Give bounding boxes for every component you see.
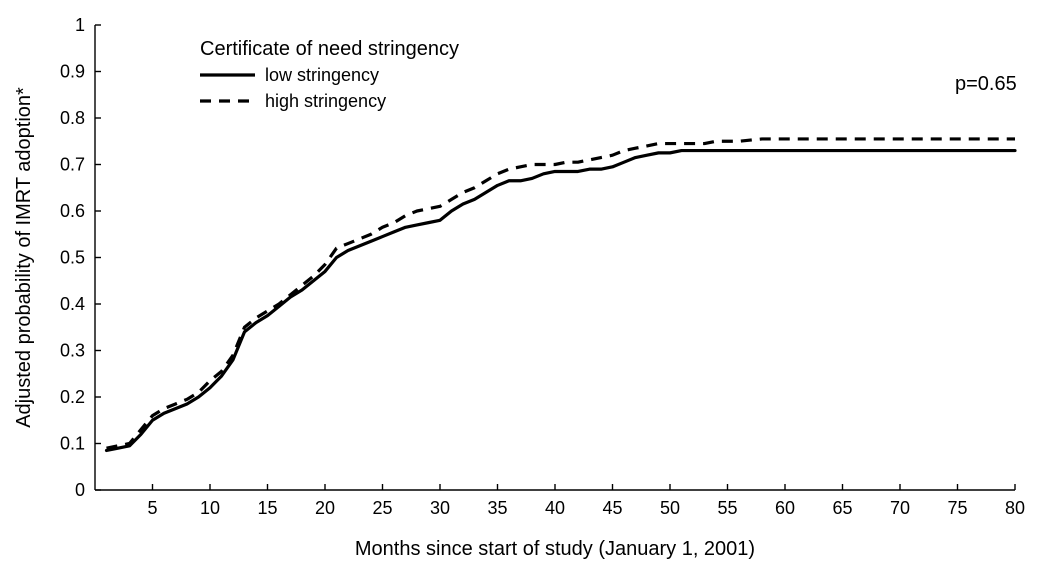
x-tick-label: 55 xyxy=(717,498,737,518)
x-tick-label: 65 xyxy=(832,498,852,518)
line-chart: 00.10.20.30.40.50.60.70.80.9151015202530… xyxy=(0,0,1050,585)
x-tick-label: 30 xyxy=(430,498,450,518)
p-value-annotation: p=0.65 xyxy=(955,73,1017,95)
y-tick-label: 1 xyxy=(75,15,85,35)
legend-label-low: low stringency xyxy=(265,65,379,85)
y-tick-label: 0.8 xyxy=(60,108,85,128)
y-tick-label: 0.6 xyxy=(60,201,85,221)
x-tick-label: 20 xyxy=(315,498,335,518)
x-tick-label: 10 xyxy=(200,498,220,518)
y-tick-label: 0.2 xyxy=(60,387,85,407)
x-tick-label: 70 xyxy=(890,498,910,518)
legend-title: Certificate of need stringency xyxy=(200,38,459,60)
y-tick-label: 0.3 xyxy=(60,341,85,361)
x-tick-label: 35 xyxy=(487,498,507,518)
x-axis-title: Months since start of study (January 1, … xyxy=(355,538,755,560)
y-tick-label: 0.9 xyxy=(60,62,85,82)
y-tick-label: 0.7 xyxy=(60,155,85,175)
x-tick-label: 60 xyxy=(775,498,795,518)
x-tick-label: 75 xyxy=(947,498,967,518)
x-tick-label: 25 xyxy=(372,498,392,518)
y-tick-label: 0.1 xyxy=(60,434,85,454)
y-tick-label: 0.4 xyxy=(60,294,85,314)
y-tick-label: 0 xyxy=(75,480,85,500)
x-tick-label: 15 xyxy=(257,498,277,518)
y-axis-title: Adjusted probability of IMRT adoption* xyxy=(13,87,35,428)
x-tick-label: 5 xyxy=(147,498,157,518)
x-tick-label: 50 xyxy=(660,498,680,518)
x-tick-label: 80 xyxy=(1005,498,1025,518)
x-tick-label: 40 xyxy=(545,498,565,518)
x-tick-label: 45 xyxy=(602,498,622,518)
legend-label-high: high stringency xyxy=(265,91,386,111)
chart-container: 00.10.20.30.40.50.60.70.80.9151015202530… xyxy=(0,0,1050,585)
y-tick-label: 0.5 xyxy=(60,248,85,268)
